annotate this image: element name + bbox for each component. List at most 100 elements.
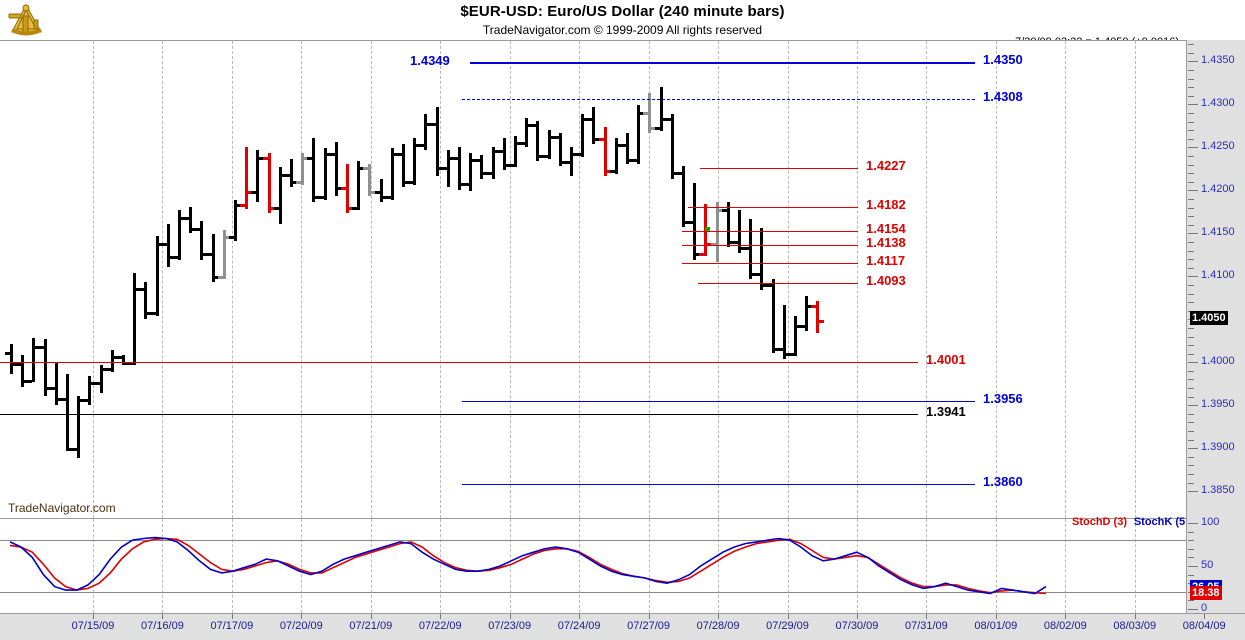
price-chart-pane[interactable] [0,40,1186,519]
ohlc-open-tick [766,284,772,288]
stochastic-axis-tick [1188,574,1194,576]
ohlc-bar [99,365,103,394]
ohlc-bar [424,114,428,151]
level-1-3956-line[interactable] [462,401,975,403]
ohlc-bar [726,201,730,248]
ohlc-open-tick [430,122,436,126]
price-axis-tick-label: 1.3900 [1201,441,1235,454]
ohlc-bar [21,354,25,388]
gridline-vertical [579,519,581,613]
ohlc-bar [301,152,305,185]
gridline-vertical [926,519,928,613]
level-1-4117-line[interactable] [682,262,858,264]
level-1-4308-label[interactable]: 1.4308 [983,88,1023,104]
gridline-vertical [648,41,650,518]
legend-stoch-d: StochD (3) [1072,516,1127,528]
ohlc-bar [480,155,484,179]
date-axis-tick [926,614,928,619]
date-axis-tick-label: 07/27/09 [627,620,671,632]
level-1-4308-line[interactable] [462,98,975,100]
level-1-4227-line[interactable] [700,168,858,170]
level-1-3860-line[interactable] [462,483,975,485]
price-axis-tick [1188,345,1194,347]
level-1-3860-label[interactable]: 1.3860 [983,473,1023,489]
stoch-d-value-box: 18.38 [1190,586,1222,601]
date-axis-tick-label: 07/16/09 [141,620,184,632]
level-1-4093-line[interactable] [698,283,858,285]
ohlc-close-tick [57,397,63,401]
level-1-3941-label[interactable]: 1.3941 [926,404,966,419]
level-1-4154-line[interactable] [682,230,858,232]
ohlc-close-tick [80,399,86,403]
price-axis-tick-label: 1.4150 [1201,226,1235,239]
ohlc-open-tick [273,206,279,210]
gridline-vertical [579,41,581,518]
stochastic-axis-tick [1188,557,1194,559]
ohlc-bar [189,206,193,233]
price-axis-tick-label: 1.4000 [1201,355,1235,368]
ohlc-bar [144,281,148,319]
price-axis-tick-label: 1.4350 [1201,54,1235,67]
ohlc-bar [166,224,170,268]
ohlc-open-tick [318,195,324,199]
ohlc-bar [290,158,293,188]
ohlc-close-tick [337,187,343,191]
date-axis[interactable]: 07/15/09 07/16/09 07/17/09 07/20/09 07/21/09… [0,613,1245,640]
date-axis-tick [1204,614,1206,619]
ohlc-open-tick [341,187,346,191]
level-1-4001-label[interactable]: 1.4001 [926,352,966,368]
level-1-4001-line[interactable] [0,362,918,364]
ohlc-open-tick [721,208,727,212]
ohlc-open-tick [710,242,716,246]
ohlc-bar [234,200,237,242]
level-1-3956-label[interactable]: 1.3956 [983,391,1023,407]
ohlc-close-tick [561,161,567,165]
date-axis-tick [1134,614,1136,619]
level-1-4138-line[interactable] [682,244,858,246]
level-1-4349-label[interactable]: 1.4349 [410,53,450,69]
level-1-4138-label[interactable]: 1.4138 [866,234,906,250]
ohlc-open-tick [643,112,649,116]
ohlc-close-tick [136,287,142,291]
ohlc-open-tick [665,118,671,122]
ohlc-open-tick [385,195,391,199]
date-axis-tick-label: 07/23/09 [488,620,532,632]
level-1-4349-line[interactable] [470,63,975,65]
level-1-3941-line[interactable] [0,414,918,415]
ohlc-close-tick [606,169,612,173]
gridline-vertical [787,519,789,613]
level-1-4182-line[interactable] [688,206,858,208]
gridline-vertical [301,519,303,613]
ohlc-close-tick [181,217,186,221]
price-axis-tick [1188,190,1198,192]
ohlc-bar [54,363,58,405]
stochastic-axis-label: 100 [1201,516,1220,528]
ohlc-close-tick [707,242,713,246]
level-1-4093-label[interactable]: 1.4093 [866,273,906,289]
level-1-4117-label[interactable]: 1.4117 [866,252,906,268]
gridline-vertical [718,41,720,518]
price-axis-tick [1188,199,1194,200]
level-1-4154-label[interactable]: 1.4154 [866,220,906,236]
level-1-4350-label[interactable]: 1.4350 [983,52,1023,68]
ohlc-bar [256,150,260,202]
ohlc-bar [749,218,753,280]
ohlc-bar [570,146,573,176]
ohlc-bar [32,337,36,383]
level-1-4350-line[interactable] [470,62,975,64]
price-axis-tick-label: 1.4100 [1201,269,1235,282]
price-axis-tick [1188,173,1194,175]
price-axis-tick [1188,293,1194,295]
ohlc-close-tick [741,247,746,251]
ohlc-close-tick [248,191,254,195]
stochastic-pane[interactable] [0,519,1186,614]
price-axis-tick [1188,104,1198,106]
ohlc-open-tick [5,352,10,356]
level-1-4182-label[interactable]: 1.4182 [866,196,906,212]
level-1-4227-label[interactable]: 1.4227 [866,158,906,174]
price-axis[interactable]: 1.4350 1.4300 1.4250 1.4200 1.4150 1.4100 1.40… [1186,40,1245,614]
ohlc-open-tick [161,242,167,246]
date-axis-tick [787,614,789,619]
price-axis-tick-label: 1.4200 [1201,183,1235,196]
ohlc-bar [547,129,551,159]
